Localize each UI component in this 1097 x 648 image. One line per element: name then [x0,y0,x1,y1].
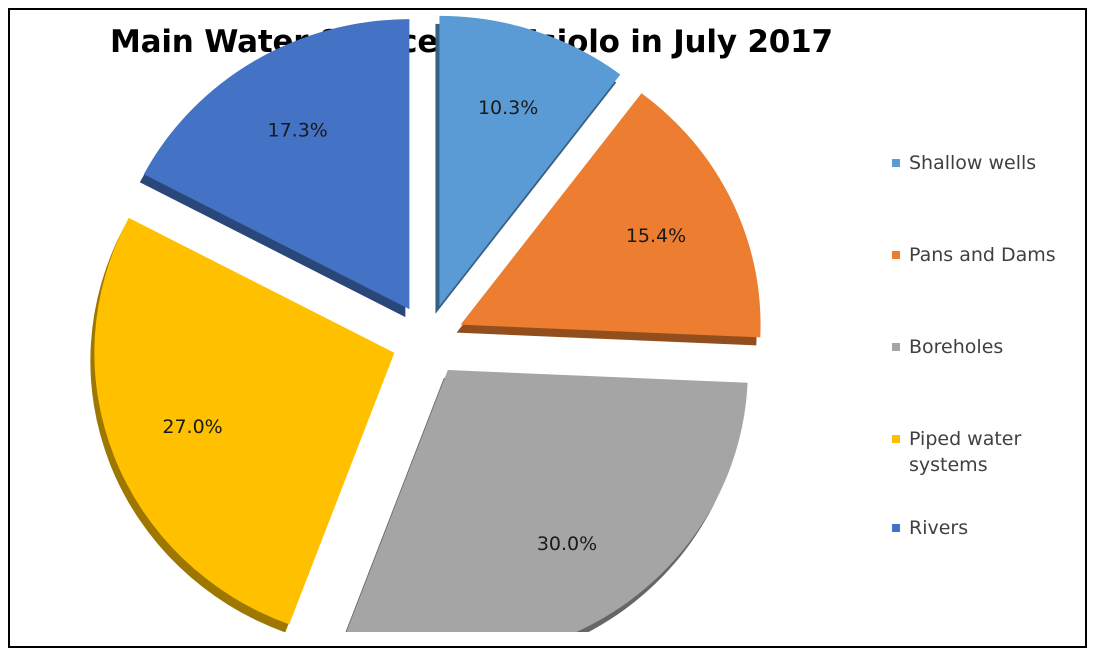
legend-item-rivers[interactable]: Rivers [892,515,1079,541]
legend-label: Rivers [909,517,969,539]
legend-item-pans-and-dams[interactable]: Pans and Dams [892,242,1079,268]
legend-label: Shallow wells [909,152,1037,174]
legend-swatch [892,435,900,443]
data-label-shallow-wells: 10.3% [478,97,538,119]
legend-swatch [892,343,900,351]
legend-item-piped-water-systems[interactable]: Piped water systems [892,426,1079,478]
legend-swatch [892,159,900,167]
slice-boreholes[interactable] [343,370,748,632]
slice-piped-water-systems[interactable] [94,217,395,625]
slice-shallow-wells[interactable] [439,15,621,306]
data-label-rivers: 17.3% [268,119,328,141]
slice-pans-and-dams[interactable] [460,93,761,338]
legend-label: Piped water systems [909,428,1022,476]
legend-swatch [892,251,900,259]
legend-label: Boreholes [909,336,1004,358]
legend-item-boreholes[interactable]: Boreholes [892,334,1079,360]
data-label-boreholes: 30.0% [537,533,597,555]
slice-rivers[interactable] [143,19,410,310]
legend-item-shallow-wells[interactable]: Shallow wells [892,150,1079,176]
legend-label: Pans and Dams [909,244,1056,266]
legend-swatch [892,524,900,532]
pie-chart: 10.3% 15.4% 30.0% 27.0% 17.3% [90,15,761,632]
data-label-pans-and-dams: 15.4% [626,225,686,247]
data-label-piped-water-systems: 27.0% [162,416,222,438]
